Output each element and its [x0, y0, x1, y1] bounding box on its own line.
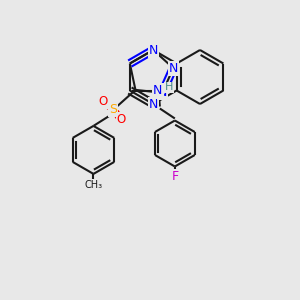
Text: N: N [148, 98, 158, 110]
Text: O: O [117, 113, 126, 126]
Text: F: F [171, 170, 178, 183]
Text: N: N [148, 44, 158, 56]
Text: O: O [99, 95, 108, 108]
Text: N: N [169, 61, 178, 75]
Text: S: S [110, 103, 118, 116]
Text: N: N [158, 86, 167, 99]
Text: CH₃: CH₃ [84, 180, 103, 190]
Text: H: H [165, 82, 173, 92]
Text: N: N [153, 84, 163, 97]
